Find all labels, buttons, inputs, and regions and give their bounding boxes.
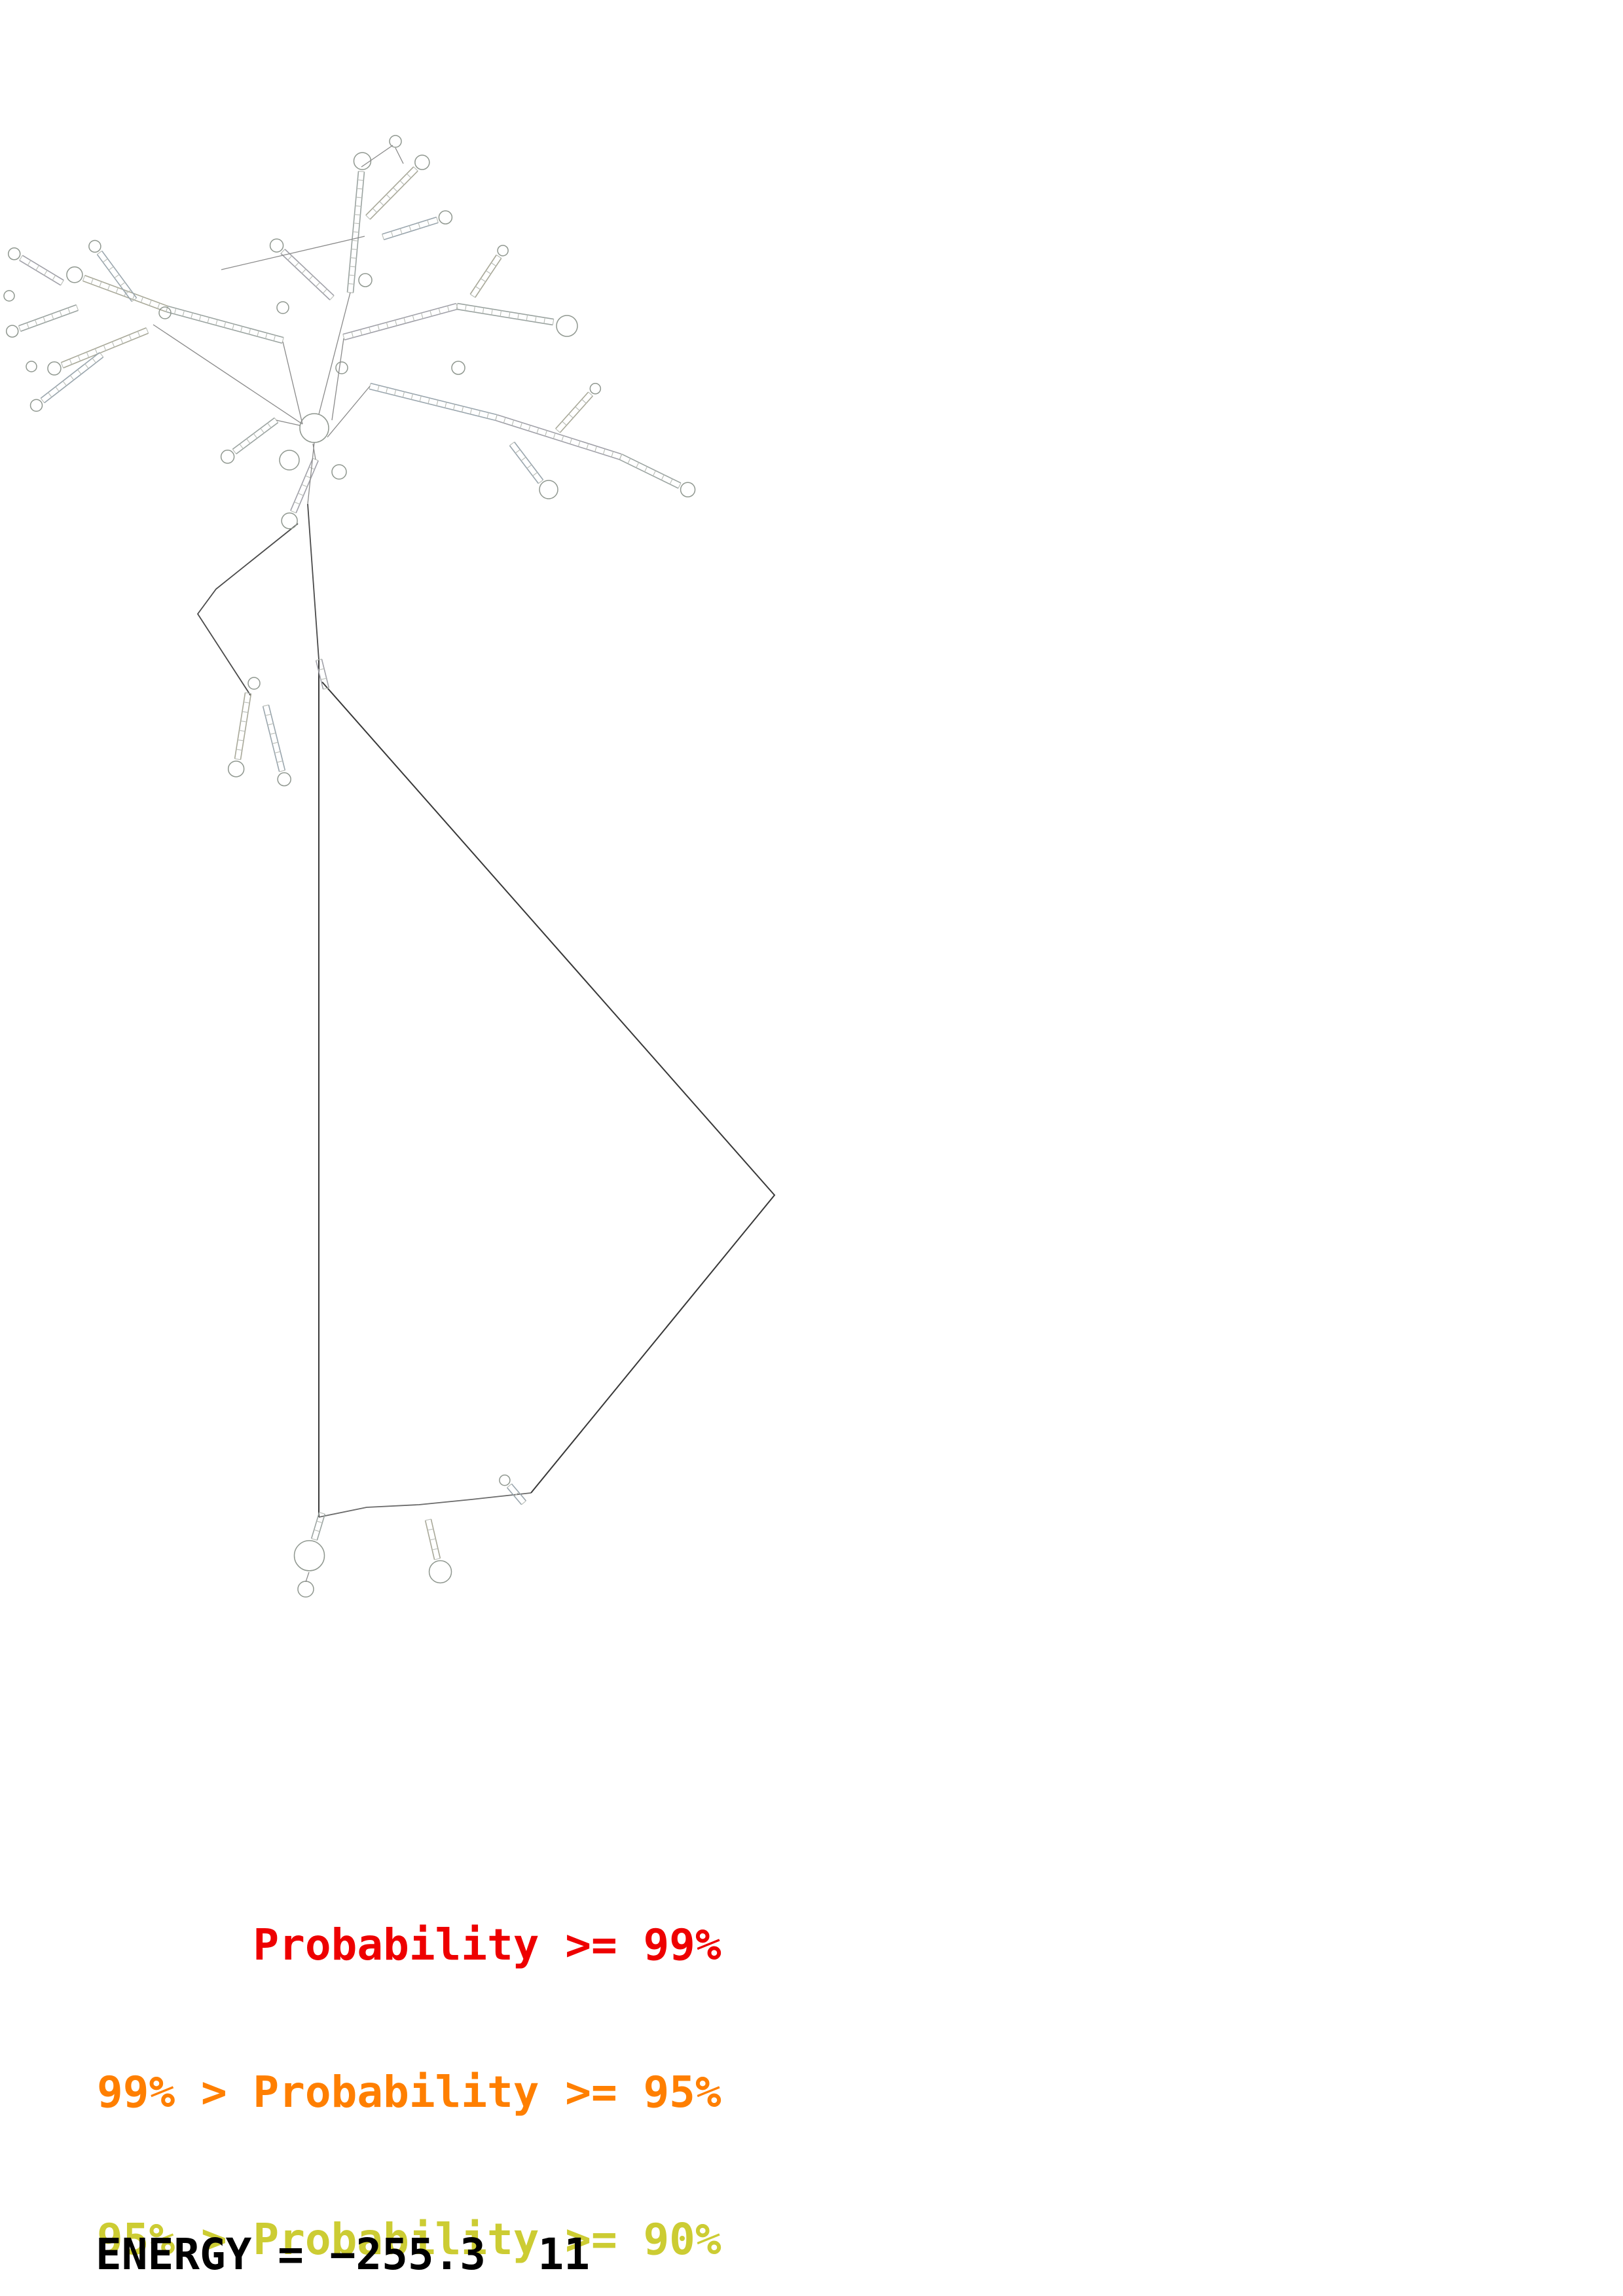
legend-row-p95-99: 99% > Probability >= 95% (97, 2067, 721, 2117)
energy-label: ENERGY = −255.3 11 (96, 2229, 590, 2280)
legend-row-p90-95: 95% > Probability >= 90% (97, 2214, 721, 2265)
probability-legend: Probability >= 99% 99% > Probability >= … (97, 1822, 721, 2296)
legend-row-p99: Probability >= 99% (97, 1920, 721, 1970)
